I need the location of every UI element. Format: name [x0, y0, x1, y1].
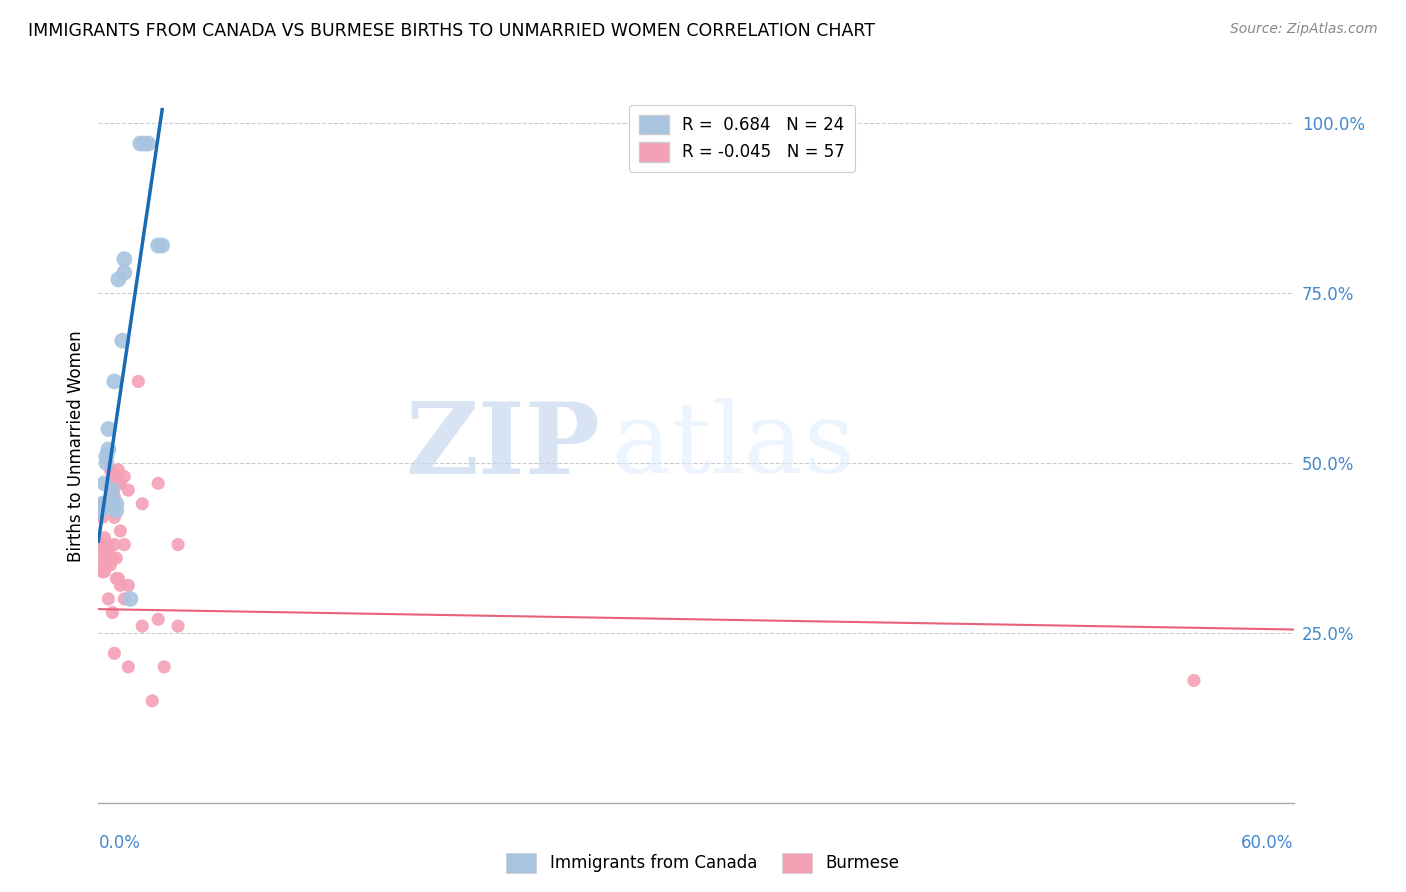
Point [91, 565, 114, 579]
Point [112, 537, 135, 551]
Point [97, 591, 120, 606]
Point [148, 612, 170, 626]
Point [93, 565, 115, 579]
Point [96, 449, 118, 463]
Point [103, 537, 125, 551]
Text: 0.0%: 0.0% [98, 834, 141, 852]
Point [97, 537, 120, 551]
Point [93, 531, 115, 545]
Point [136, 136, 159, 151]
Point [89, 537, 111, 551]
Point [89, 503, 111, 517]
Point [98, 476, 122, 491]
Point [167, 537, 190, 551]
Point [110, 476, 132, 491]
Point [93, 544, 115, 558]
Text: IMMIGRANTS FROM CANADA VS BURMESE BIRTHS TO UNMARRIED WOMEN CORRELATION CHART: IMMIGRANTS FROM CANADA VS BURMESE BIRTHS… [28, 22, 875, 40]
Legend: Immigrants from Canada, Burmese: Immigrants from Canada, Burmese [499, 847, 907, 880]
Point [112, 591, 135, 606]
Point [1182, 673, 1205, 688]
Point [105, 497, 128, 511]
Point [98, 483, 122, 498]
Point [112, 469, 135, 483]
Point [89, 503, 111, 517]
Point [117, 578, 139, 592]
Text: ZIP: ZIP [405, 398, 600, 494]
Point [96, 558, 118, 572]
Point [101, 551, 124, 566]
Point [101, 497, 124, 511]
Point [97, 544, 120, 558]
Point [96, 544, 118, 558]
Point [105, 469, 128, 483]
Point [107, 272, 129, 286]
Point [97, 422, 120, 436]
Point [103, 510, 125, 524]
Text: Source: ZipAtlas.com: Source: ZipAtlas.com [1230, 22, 1378, 37]
Point [96, 551, 118, 566]
Point [101, 483, 124, 498]
Point [103, 646, 125, 660]
Point [93, 500, 115, 515]
Point [89, 497, 111, 511]
Point [148, 476, 170, 491]
Point [97, 442, 120, 457]
Point [141, 694, 163, 708]
Point [105, 551, 128, 566]
Point [107, 572, 129, 586]
Point [101, 497, 124, 511]
Point [117, 483, 139, 498]
Point [107, 463, 129, 477]
Point [120, 591, 142, 606]
Point [112, 252, 135, 266]
Point [91, 551, 114, 566]
Point [112, 266, 135, 280]
Point [110, 578, 132, 592]
Point [89, 500, 111, 515]
Point [134, 136, 156, 151]
Point [103, 490, 125, 504]
Point [101, 606, 124, 620]
Point [111, 334, 134, 348]
Point [98, 463, 122, 477]
Point [105, 503, 128, 517]
Point [131, 497, 153, 511]
Point [101, 483, 124, 498]
Point [117, 660, 139, 674]
Point [91, 510, 114, 524]
Legend: R =  0.684   N = 24, R = -0.045   N = 57: R = 0.684 N = 24, R = -0.045 N = 57 [628, 104, 855, 171]
Text: 60.0%: 60.0% [1241, 834, 1294, 852]
Point [91, 537, 114, 551]
Point [107, 476, 129, 491]
Point [103, 375, 125, 389]
Text: atlas: atlas [612, 398, 855, 494]
Point [110, 524, 132, 538]
Point [131, 619, 153, 633]
Point [105, 572, 128, 586]
Y-axis label: Births to Unmarried Women: Births to Unmarried Women [66, 330, 84, 562]
Point [150, 238, 173, 252]
Point [91, 500, 114, 515]
Point [91, 497, 114, 511]
Point [167, 619, 190, 633]
Point [148, 238, 170, 252]
Point [96, 456, 118, 470]
Point [153, 660, 176, 674]
Point [101, 469, 124, 483]
Point [127, 375, 149, 389]
Point [93, 558, 115, 572]
Point [97, 497, 120, 511]
Point [129, 136, 152, 151]
Point [98, 558, 122, 572]
Point [93, 476, 115, 491]
